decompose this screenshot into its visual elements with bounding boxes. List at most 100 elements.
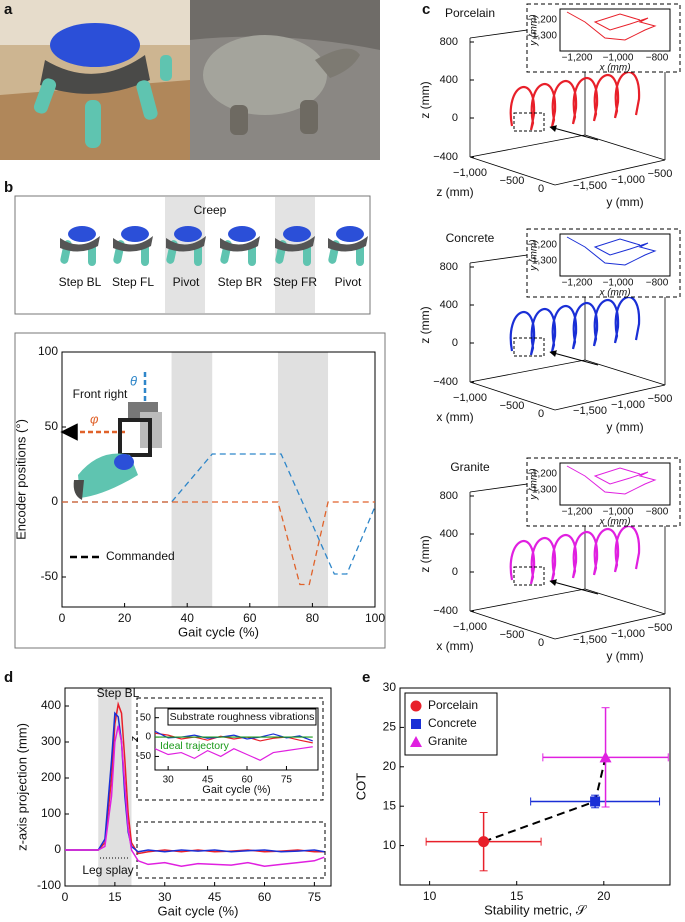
x-tick-label: −500 bbox=[500, 400, 525, 412]
x-axis-label: Gait cycle (%) bbox=[158, 903, 239, 918]
gait-step: Step FR bbox=[273, 275, 317, 289]
x-axis-label: Gait cycle (%) bbox=[178, 624, 259, 639]
joint bbox=[114, 454, 134, 470]
plot-title: Granite bbox=[450, 460, 490, 474]
shell bbox=[283, 226, 311, 242]
inset-x-tick-label: −1,000 bbox=[603, 507, 634, 518]
inset-title: Substrate roughness vibrations bbox=[170, 711, 315, 723]
inset-y-tick-label: −1,300 bbox=[526, 256, 557, 267]
inset-y-label: y (mm) bbox=[529, 468, 540, 500]
foot bbox=[73, 480, 84, 500]
photo-robot bbox=[0, 0, 190, 160]
trajectory bbox=[509, 524, 641, 585]
x-axis-label: Gait cycle (%) bbox=[202, 784, 270, 796]
zoom-box bbox=[513, 112, 545, 132]
shaded-region bbox=[277, 352, 329, 607]
inset-x-tick-label: −800 bbox=[646, 53, 669, 64]
series-axis-label: φ bbox=[90, 411, 99, 426]
x-tick-label: 0 bbox=[62, 890, 69, 904]
x-tick-label: −1,000 bbox=[453, 167, 487, 179]
x-tick-label: 60 bbox=[243, 611, 257, 625]
robot-icon bbox=[275, 226, 315, 266]
y-tick-label: −1,000 bbox=[611, 628, 645, 640]
x-axis-label: x (mm) bbox=[436, 639, 473, 653]
y-tick-label: −1,500 bbox=[573, 634, 607, 646]
shaded-region bbox=[171, 352, 213, 607]
y-tick-label: 50 bbox=[45, 419, 59, 433]
box-edge bbox=[554, 384, 666, 411]
x-tick-label: 20 bbox=[597, 889, 611, 903]
inset-axes bbox=[559, 233, 671, 277]
inset-y-label: y (mm) bbox=[529, 14, 540, 46]
plot-title: Porcelain bbox=[445, 6, 495, 20]
y-tick-label: 30 bbox=[383, 680, 397, 694]
marker bbox=[410, 700, 422, 712]
z-axis-label: z (mm) bbox=[418, 535, 432, 572]
x-tick-label: 0 bbox=[59, 611, 66, 625]
box-edge bbox=[584, 588, 666, 615]
legend-label: Commanded bbox=[106, 549, 175, 563]
y-tick-label: 0 bbox=[145, 732, 151, 743]
inset-axes bbox=[559, 462, 671, 506]
box-edge bbox=[469, 134, 586, 158]
arrow bbox=[549, 350, 599, 366]
inset-y-tick-label: −1,300 bbox=[526, 485, 557, 496]
x-tick-label: 30 bbox=[163, 775, 175, 786]
plot-frame bbox=[64, 687, 332, 887]
y-tick-label: -50 bbox=[137, 751, 152, 762]
y-axis-label: y (mm) bbox=[606, 420, 643, 434]
z-tick-label: 800 bbox=[440, 36, 458, 48]
inset-axes bbox=[559, 8, 671, 52]
body bbox=[166, 236, 206, 252]
gait-step: Step FL bbox=[112, 275, 154, 289]
series-line bbox=[62, 501, 375, 586]
z-tick-label: 400 bbox=[440, 74, 458, 86]
box-edge bbox=[469, 381, 556, 411]
y-tick-label: 400 bbox=[41, 698, 61, 712]
z-tick-label: −400 bbox=[433, 151, 458, 163]
y-tick-label: 0 bbox=[54, 842, 61, 856]
series-line bbox=[65, 711, 325, 853]
body bbox=[113, 236, 153, 252]
y-tick-label: 25 bbox=[383, 720, 397, 734]
x-tick-label: 75 bbox=[281, 775, 293, 786]
robot-icon bbox=[166, 226, 206, 266]
y-tick-label: 100 bbox=[41, 806, 61, 820]
inset-x-tick-label: −1,000 bbox=[603, 278, 634, 289]
robot-icon bbox=[220, 226, 260, 266]
z-tick-label: −400 bbox=[433, 605, 458, 617]
chart-box bbox=[14, 332, 386, 649]
bracket bbox=[118, 418, 152, 457]
series-line bbox=[65, 725, 325, 867]
shell bbox=[121, 226, 149, 242]
gait-step: Pivot bbox=[335, 275, 362, 289]
z-axis-label: z (mm) bbox=[418, 81, 432, 118]
y-tick-label: 20 bbox=[383, 759, 397, 773]
x-tick-label: −1,000 bbox=[453, 392, 487, 404]
marker bbox=[410, 736, 422, 747]
x-tick-label: −500 bbox=[500, 175, 525, 187]
panel-label: b bbox=[4, 179, 13, 196]
y-axis-label: z-axis projection (mm) bbox=[14, 723, 29, 851]
marker bbox=[478, 836, 490, 848]
robot-icon bbox=[328, 226, 368, 266]
inset-trajectory bbox=[566, 465, 657, 495]
y-tick-label: 200 bbox=[41, 770, 61, 784]
z-tick-label: 400 bbox=[440, 299, 458, 311]
inset-y-label: y (mm) bbox=[529, 239, 540, 271]
y-tick-label: 15 bbox=[383, 798, 397, 812]
x-tick-label: 0 bbox=[538, 183, 544, 195]
box-edge bbox=[469, 156, 556, 186]
robot-icon bbox=[113, 226, 153, 266]
legend-label: Concrete bbox=[428, 716, 477, 730]
y-tick-label: −1,000 bbox=[611, 399, 645, 411]
series-line bbox=[65, 701, 325, 855]
inset-title-box bbox=[167, 708, 317, 726]
series-label: Ideal trajectory bbox=[160, 740, 230, 752]
x-tick-label: −500 bbox=[500, 629, 525, 641]
x-axis-label: z (mm) bbox=[436, 185, 473, 199]
z-tick-label: −400 bbox=[433, 376, 458, 388]
x-tick-label: 40 bbox=[181, 611, 195, 625]
